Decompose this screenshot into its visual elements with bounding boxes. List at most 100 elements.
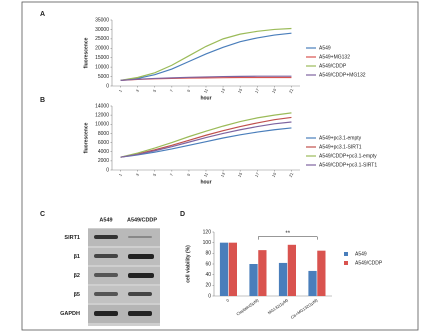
y-tick-label: 120 xyxy=(203,229,212,235)
x-tick-label: Cis+MG132(1μM) xyxy=(290,297,319,320)
line xyxy=(120,75,292,81)
line xyxy=(120,127,292,158)
blot-row-label: β1 xyxy=(74,254,80,260)
figure-border xyxy=(21,1,419,331)
x-tick-label: 5 xyxy=(152,88,158,93)
blot-column-label: A549/CDDP xyxy=(127,217,157,223)
x-tick-label: 15 xyxy=(237,171,244,178)
legend-label: A549/CDDP xyxy=(319,63,347,69)
legend-label: A549+pc3.1-empty xyxy=(319,135,362,141)
x-tick-label: 7 xyxy=(169,172,175,177)
band xyxy=(128,254,154,259)
y-axis-label: fluorescence xyxy=(83,37,89,68)
blot-strip xyxy=(88,248,160,265)
x-tick-label: 19 xyxy=(271,87,278,94)
y-tick-label: 8000 xyxy=(98,131,109,137)
x-tick-label: 13 xyxy=(219,87,226,94)
bar xyxy=(317,250,326,296)
x-tick-label: 11 xyxy=(202,87,209,94)
x-tick-label: 21 xyxy=(288,87,295,94)
band xyxy=(128,311,152,316)
y-tick-label: 14000 xyxy=(95,103,109,109)
legend-label: A549/CDDP+pc3.1-empty xyxy=(319,153,377,159)
panel-label: C xyxy=(40,211,45,218)
x-axis-label: hour xyxy=(200,179,211,185)
panel-label: D xyxy=(180,211,185,218)
y-tick-label: 30000 xyxy=(95,27,109,33)
x-tick-label: 7 xyxy=(169,88,175,93)
bar xyxy=(278,262,288,296)
x-tick-label: 13 xyxy=(219,171,226,178)
x-tick-label: 15 xyxy=(237,87,244,94)
blot-row-label: β5 xyxy=(74,292,80,298)
band xyxy=(94,273,118,277)
band xyxy=(94,235,118,239)
x-tick-label: 1 xyxy=(117,88,123,93)
x-tick-label: 5 xyxy=(152,172,158,177)
blot-strip xyxy=(88,267,160,284)
line xyxy=(120,32,292,81)
blot-strip xyxy=(88,305,160,323)
x-tick-label: 17 xyxy=(254,171,261,178)
legend-swatch xyxy=(344,261,348,265)
legend-label: A549+pc3.1-SIRT1 xyxy=(319,144,362,150)
legend-label: A549/CDDP+MG132 xyxy=(319,72,366,78)
band xyxy=(128,236,152,238)
y-tick-label: 15000 xyxy=(95,55,109,61)
bar xyxy=(308,270,317,296)
bar xyxy=(258,250,267,296)
y-tick-label: 20000 xyxy=(95,46,109,52)
legend-label: A549 xyxy=(319,45,331,51)
line xyxy=(120,112,292,158)
x-tick-label: Cisplatin(5μM) xyxy=(235,297,260,316)
blot-row-label: GAPDH xyxy=(60,311,80,317)
line xyxy=(120,116,292,158)
y-tick-label: 10000 xyxy=(95,122,109,128)
band xyxy=(128,273,154,278)
x-axis-label: hour xyxy=(200,95,211,101)
line xyxy=(120,27,292,81)
y-tick-label: 12000 xyxy=(95,112,109,118)
y-tick-label: 60 xyxy=(205,261,211,267)
x-tick-label: 3 xyxy=(135,172,141,177)
y-tick-label: 10000 xyxy=(95,64,109,70)
legend-label: A549 xyxy=(355,251,367,257)
panel-label: B xyxy=(40,97,45,104)
y-tick-label: 20 xyxy=(205,283,211,289)
bar xyxy=(287,244,296,296)
y-tick-label: 2000 xyxy=(98,158,109,164)
x-tick-label: MG132(1μM) xyxy=(267,297,290,315)
y-tick-label: 0 xyxy=(106,167,109,173)
legend-label: A549/CDDP xyxy=(355,260,383,266)
band xyxy=(94,254,118,258)
significance-bracket xyxy=(258,236,318,240)
y-axis-label: cell viability (%) xyxy=(185,245,191,283)
x-tick-label: 21 xyxy=(288,171,295,178)
y-tick-label: 25000 xyxy=(95,36,109,42)
x-tick-label: 0 xyxy=(225,297,230,303)
blot-image xyxy=(88,228,160,326)
x-tick-label: 19 xyxy=(271,171,278,178)
y-tick-label: 6000 xyxy=(98,140,109,146)
line xyxy=(120,121,292,158)
x-tick-label: 9 xyxy=(186,172,192,177)
blot-column-label: A549 xyxy=(99,217,112,223)
annotation: ** xyxy=(285,231,290,237)
blot-strip xyxy=(88,286,160,303)
band xyxy=(128,292,152,296)
x-tick-label: 1 xyxy=(117,172,123,177)
legend-label: A549+MG132 xyxy=(319,54,350,60)
x-tick-label: 17 xyxy=(254,87,261,94)
y-tick-label: 100 xyxy=(203,240,212,246)
y-tick-label: 0 xyxy=(208,293,211,299)
legend-label: A549/CDDP+pc3.1-SIRT1 xyxy=(319,162,377,168)
blot-strip xyxy=(88,229,160,246)
legend-swatch xyxy=(344,252,348,256)
band xyxy=(94,311,118,316)
blot-row-label: SIRT1 xyxy=(64,235,80,241)
y-tick-label: 80 xyxy=(205,251,211,257)
x-tick-label: 3 xyxy=(135,88,141,93)
y-tick-label: 4000 xyxy=(98,149,109,155)
y-axis-label: fluorescence xyxy=(83,122,89,153)
